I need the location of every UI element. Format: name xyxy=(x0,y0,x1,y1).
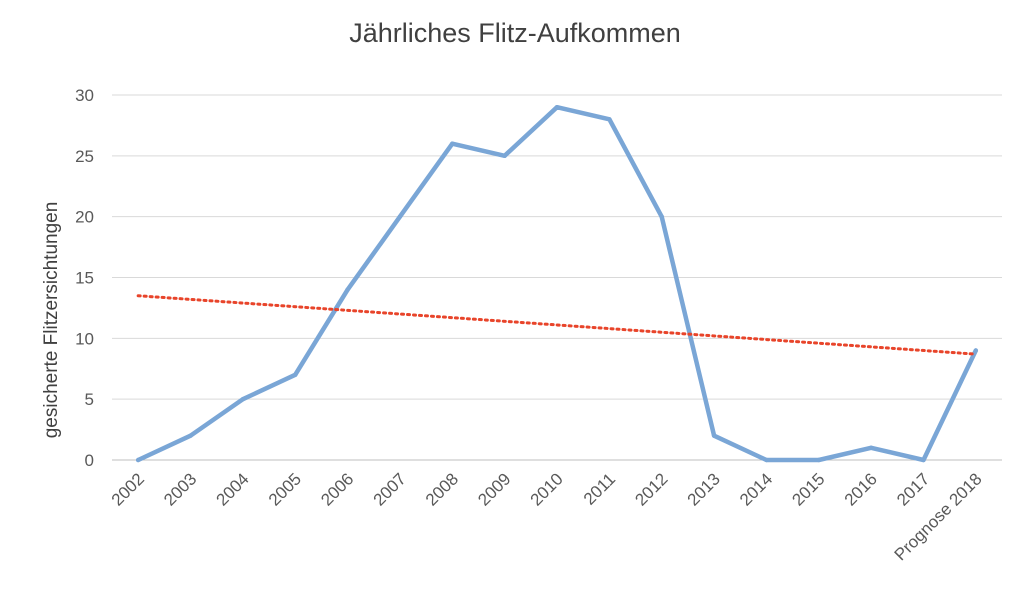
x-tick-label: 2013 xyxy=(684,469,724,509)
data-point xyxy=(816,457,821,463)
data-point xyxy=(711,433,717,438)
x-tick-label: 2011 xyxy=(580,469,619,508)
data-point xyxy=(921,457,926,463)
y-tick-label: 15 xyxy=(75,269,94,288)
series-line xyxy=(135,104,979,463)
x-tick-label: 2004 xyxy=(213,469,253,509)
trendline xyxy=(136,294,978,356)
x-tick-label: 2014 xyxy=(736,469,776,509)
data-point xyxy=(240,396,246,402)
x-tick-label: 2017 xyxy=(893,469,933,509)
x-tick-label: 2006 xyxy=(317,469,357,509)
data-point xyxy=(868,445,874,451)
y-tick-label: 30 xyxy=(75,86,94,105)
x-tick-label: 2009 xyxy=(474,469,514,509)
x-tick-label: 2007 xyxy=(370,469,410,509)
x-tick-label: 2008 xyxy=(422,469,462,509)
x-tick-label: 2002 xyxy=(108,469,148,509)
data-point xyxy=(973,348,979,353)
y-tick-label: 5 xyxy=(85,390,94,409)
x-tick-label: 2005 xyxy=(265,469,305,509)
y-tick-label: 10 xyxy=(75,329,94,348)
x-tick-label: 2016 xyxy=(841,469,881,509)
data-point xyxy=(607,117,612,122)
y-tick-label: 0 xyxy=(85,451,94,470)
x-tick-label: 2003 xyxy=(160,469,200,509)
chart-title: Jährliches Flitz-Aufkommen xyxy=(349,18,681,48)
x-tick-label: 2015 xyxy=(788,469,828,509)
y-tick-label: 20 xyxy=(75,208,94,227)
data-point xyxy=(659,214,664,219)
data-point xyxy=(502,153,507,159)
data-point xyxy=(397,214,403,219)
data-point xyxy=(293,372,298,378)
data-point xyxy=(554,104,560,110)
data-point xyxy=(135,457,141,463)
data-point xyxy=(450,141,455,146)
data-point xyxy=(188,433,193,438)
x-tick-label: 2010 xyxy=(527,469,567,509)
data-point xyxy=(345,287,350,292)
y-tick-label: 25 xyxy=(75,147,94,166)
x-tick-label: 2012 xyxy=(631,469,671,509)
data-point xyxy=(764,457,769,463)
